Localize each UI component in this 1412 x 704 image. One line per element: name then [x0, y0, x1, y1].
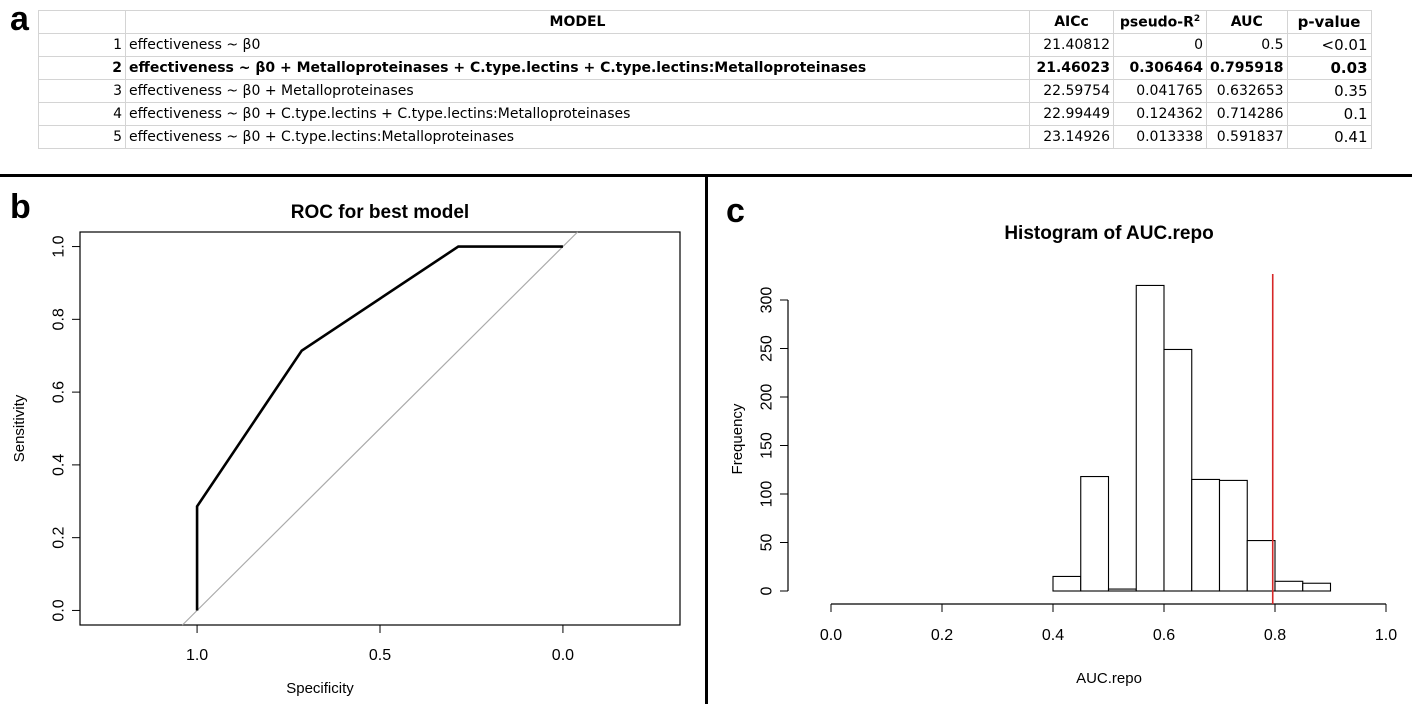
roc-y-axis-label: Sensitivity: [11, 394, 28, 462]
panel-label-a: a: [10, 0, 29, 38]
cell-aicc: 22.59754: [1029, 79, 1114, 103]
histogram-bar: [1163, 348, 1193, 592]
cell-auc: 0.591837: [1206, 125, 1288, 149]
histogram-y-tick-label: 250: [759, 335, 776, 362]
cell-pvalue: 0.03: [1286, 56, 1372, 80]
cell-index: 2: [38, 56, 126, 80]
histogram-x-tick-label: 0.6: [1153, 627, 1175, 644]
table-row-best: 2 effectiveness ~ β0 + Metalloproteinase…: [38, 56, 1372, 80]
histogram-x-tick-label: 0.8: [1264, 627, 1286, 644]
cell-model: effectiveness ~ β0 + Metalloproteinases: [125, 79, 1030, 103]
histogram-bar: [1191, 478, 1221, 592]
cell-auc: 0.632653: [1206, 79, 1288, 103]
cell-model: effectiveness ~ β0 + C.type.lectins + C.…: [125, 102, 1030, 126]
cell-pseudo-r2: 0.306464: [1113, 56, 1207, 80]
header-model: MODEL: [125, 10, 1030, 34]
header-pseudo-r2-superscript: 2: [1193, 13, 1201, 24]
histogram-bar: [1107, 588, 1137, 592]
cell-auc: 0.5: [1206, 33, 1288, 57]
cell-pseudo-r2: 0.041765: [1113, 79, 1207, 103]
histogram-title: Histogram of AUC.repo: [1004, 223, 1213, 244]
cell-pseudo-r2: 0: [1113, 33, 1207, 57]
roc-y-tick-label: 0.0: [51, 599, 68, 621]
cell-aicc: 21.46023: [1029, 56, 1114, 80]
panel-label-b: b: [10, 188, 31, 226]
roc-reference-diagonal: [182, 231, 578, 626]
cell-pseudo-r2: 0.124362: [1113, 102, 1207, 126]
histogram-x-tick-label: 0.2: [931, 627, 953, 644]
histogram-bar: [1080, 475, 1110, 592]
roc-curve: [195, 245, 563, 611]
cell-index: 1: [38, 33, 126, 57]
histogram-chart: Histogram of AUC.repo 0.0 0.2 0.4 0.6 0.8 1.0 0…: [729, 223, 1397, 687]
histogram-y-axis-label: Frequency: [729, 403, 746, 474]
cell-model: effectiveness ~ β0: [125, 33, 1030, 57]
histogram-x-axis-label: AUC.repo: [1076, 670, 1142, 687]
table-row: 5 effectiveness ~ β0 + C.type.lectins:Me…: [38, 125, 1372, 149]
panel-divider-vertical: [705, 174, 708, 704]
histogram-y-tick-label: 50: [759, 534, 776, 552]
histogram-bar: [1218, 479, 1248, 592]
roc-x-tick-label: 0.5: [369, 647, 391, 664]
cell-pvalue: 0.41: [1286, 125, 1372, 149]
histogram-bar: [1274, 580, 1304, 592]
cell-auc: 0.795918: [1206, 56, 1288, 80]
cell-aicc: 23.14926: [1029, 125, 1114, 149]
histogram-x-tick-label: 0.0: [820, 627, 842, 644]
table-row: 1 effectiveness ~ β0 21.40812 0 0.5 <0.0…: [38, 33, 1372, 57]
roc-y-tick-label: 0.6: [51, 381, 68, 403]
cell-model: effectiveness ~ β0 + Metalloproteinases …: [125, 56, 1030, 80]
model-table: MODEL AICc pseudo-R2 AUC p-value 1 effec…: [38, 10, 1372, 149]
cell-pvalue: 0.1: [1286, 102, 1372, 126]
cell-index: 3: [38, 79, 126, 103]
histogram-bar: [1302, 582, 1332, 592]
cell-pvalue: <0.01: [1286, 33, 1372, 57]
cell-index: 5: [38, 125, 126, 149]
header-pseudo-r2-text: pseudo-R: [1119, 14, 1194, 31]
roc-y-tick-label: 0.4: [51, 454, 68, 476]
histogram-bar: [1135, 284, 1165, 592]
roc-y-tick-label: 0.8: [51, 308, 68, 330]
header-auc: AUC: [1206, 10, 1288, 34]
cell-pvalue: 0.35: [1286, 79, 1372, 103]
panel-label-c: c: [726, 192, 745, 230]
table-row: 4 effectiveness ~ β0 + C.type.lectins + …: [38, 102, 1372, 126]
cell-model: effectiveness ~ β0 + C.type.lectins:Meta…: [125, 125, 1030, 149]
histogram-y-tick-label: 150: [759, 432, 776, 459]
roc-chart: ROC for best model 1.0 0.5 0.0 0.0 0.2 0.4 0.6 0…: [11, 202, 681, 697]
histogram-y-tick-label: 200: [759, 384, 776, 411]
roc-y-tick-label: 0.2: [51, 526, 68, 548]
histogram-y-tick-label: 0: [759, 586, 776, 595]
cell-aicc: 22.99449: [1029, 102, 1114, 126]
histogram-y-tick-label: 300: [759, 287, 776, 314]
cell-index: 4: [38, 102, 126, 126]
roc-x-axis-label: Specificity: [286, 680, 354, 697]
cell-auc: 0.714286: [1206, 102, 1288, 126]
header-pseudo-r2: pseudo-R2: [1113, 10, 1207, 34]
cell-pseudo-r2: 0.013338: [1113, 125, 1207, 149]
cell-aicc: 21.40812: [1029, 33, 1114, 57]
roc-x-tick-label: 1.0: [186, 647, 208, 664]
roc-y-tick-label: 1.0: [51, 235, 68, 257]
histogram-y-tick-label: 100: [759, 481, 776, 508]
header-pvalue: p-value: [1286, 10, 1372, 34]
histogram-bar: [1246, 540, 1276, 592]
roc-x-tick-label: 0.0: [552, 647, 574, 664]
header-index: [38, 10, 126, 34]
roc-title: ROC for best model: [291, 202, 469, 223]
histogram-bar: [1052, 575, 1082, 592]
header-aicc: AICc: [1029, 10, 1114, 34]
table-row: 3 effectiveness ~ β0 + Metalloproteinase…: [38, 79, 1372, 103]
histogram-x-tick-label: 1.0: [1375, 627, 1397, 644]
histogram-x-tick-label: 0.4: [1042, 627, 1064, 644]
table-header-row: MODEL AICc pseudo-R2 AUC p-value: [38, 10, 1372, 34]
